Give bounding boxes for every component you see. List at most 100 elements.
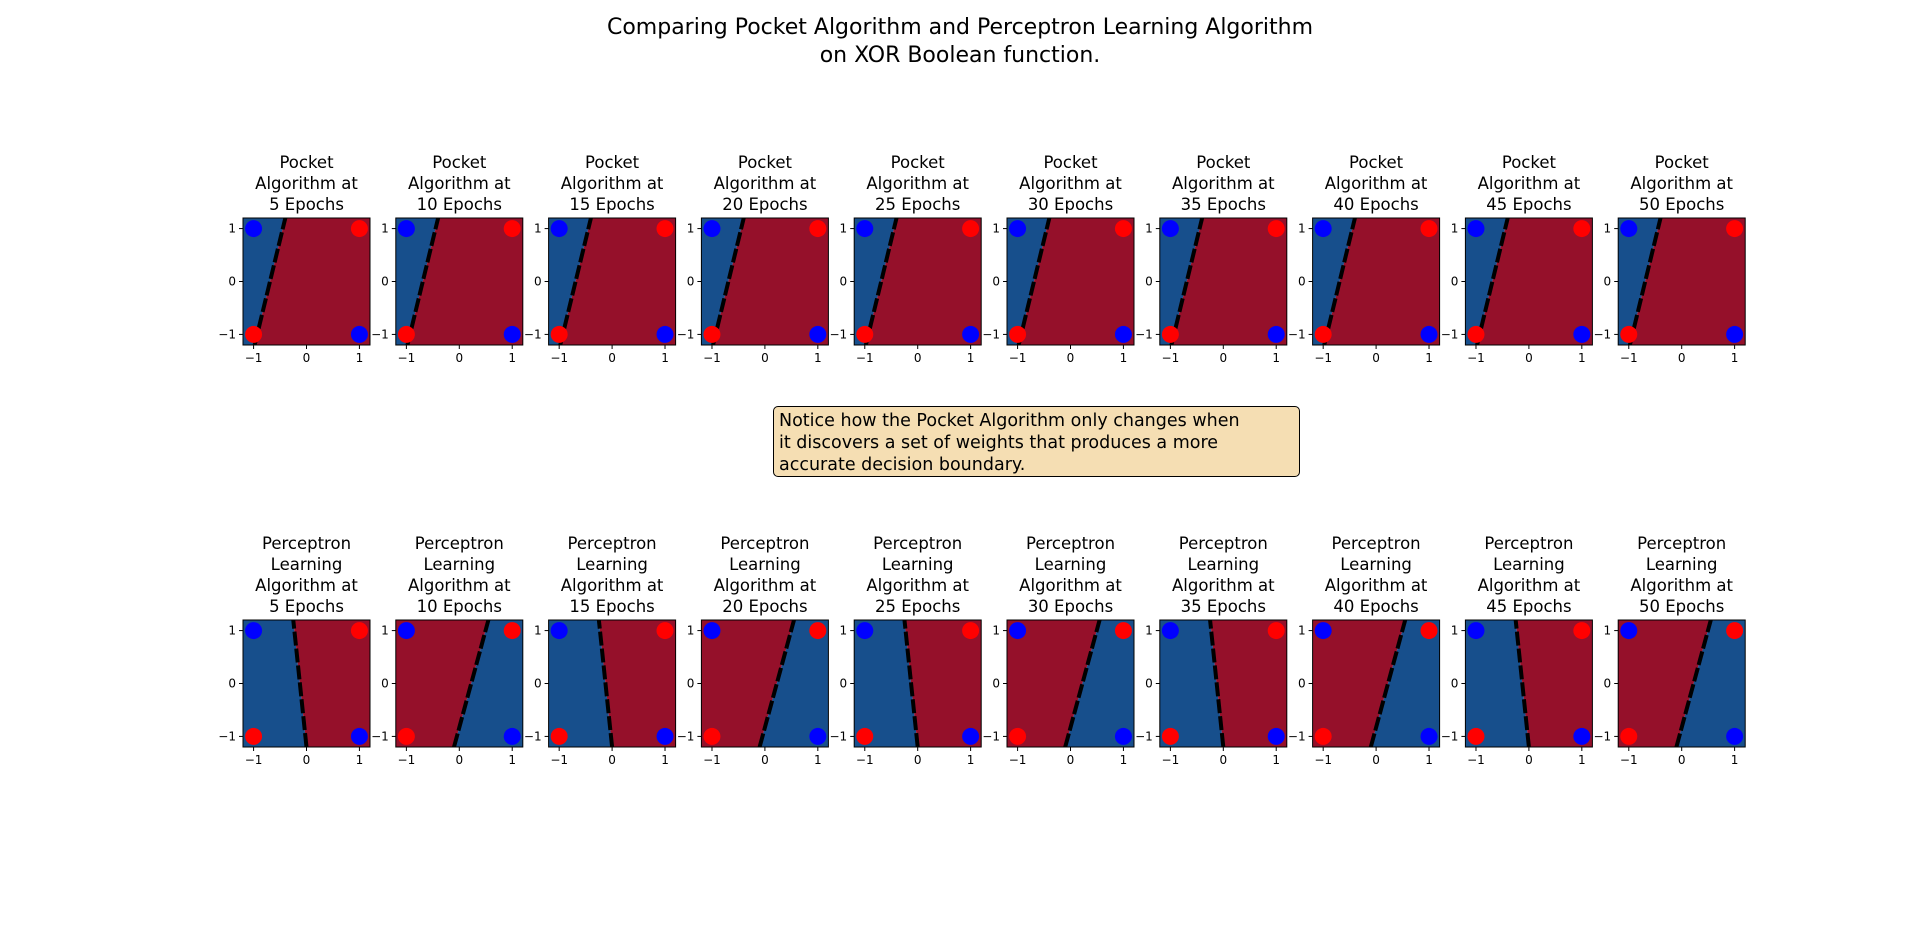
x-tick-label: 0 [1678, 753, 1686, 767]
y-tick-label: 1 [992, 624, 1000, 638]
subplot-title-line: Learning [882, 555, 954, 574]
x-tick-label: 1 [1731, 351, 1739, 365]
data-point-blue [856, 220, 874, 238]
figure-title-line-2: on XOR Boolean function. [819, 43, 1101, 68]
plot-area [1465, 218, 1593, 345]
subplot-title-line: Algorithm at [1478, 174, 1581, 193]
subplot-title-line: Algorithm at [866, 576, 969, 595]
x-tick-label: 0 [761, 351, 769, 365]
decision-boundary [1475, 218, 1510, 345]
subplot-title-line: Learning [423, 555, 495, 574]
plot-area [1007, 620, 1134, 747]
x-tick-label: 1 [1272, 753, 1280, 767]
x-tick-label: 0 [1678, 351, 1686, 365]
y-tick-label: 1 [1298, 624, 1306, 638]
x-tick-label: 1 [1425, 351, 1433, 365]
data-point-red [703, 727, 721, 745]
y-tick-label: −1 [829, 729, 847, 743]
y-tick-label: −1 [982, 729, 1000, 743]
y-tick-label: 0 [381, 677, 389, 691]
data-point-red [550, 727, 568, 745]
subplot-title-line: 45 Epochs [1486, 195, 1571, 214]
x-tick-label: 1 [1120, 753, 1128, 767]
subplot-title-line: Algorithm at [255, 174, 358, 193]
subplot-title-line: 45 Epochs [1486, 597, 1571, 616]
x-tick-label: −1 [1467, 753, 1485, 767]
x-tick-label: 1 [661, 753, 669, 767]
y-tick-label: 1 [992, 222, 1000, 236]
region-right [560, 218, 676, 345]
data-point-blue [1314, 622, 1332, 640]
data-point-blue [1114, 325, 1132, 343]
region-left [243, 218, 286, 345]
y-tick-label: 0 [228, 677, 236, 691]
plot-area [243, 218, 370, 345]
subplot-title-line: Algorithm at [561, 576, 664, 595]
subplot-title-line: 50 Epochs [1639, 597, 1724, 616]
subplot-title-line: Pocket [1043, 153, 1098, 172]
subplot-title-line: Pocket [1349, 153, 1404, 172]
region-left [854, 218, 897, 345]
y-tick-label: −1 [371, 327, 389, 341]
subplot-title-line: Learning [1340, 555, 1412, 574]
region-right [904, 620, 982, 747]
subplot-title-line: Perceptron [1332, 534, 1421, 553]
subplot-title-line: 20 Epochs [722, 597, 807, 616]
subplot-title-line: 30 Epochs [1028, 597, 1113, 616]
subplot-pocket-3: −1 0 1 −1 0 1 Pocket Algorithm at 15 Epochs [524, 153, 677, 365]
plot-area [701, 620, 829, 747]
y-tick-label: 0 [1298, 275, 1306, 289]
x-tick-label: −1 [1162, 351, 1180, 365]
data-point-red [397, 325, 415, 343]
subplot-perceptron-7: −1 0 1 −1 0 1 Perceptron Learning Algorithm at 35… [1135, 534, 1288, 767]
plot-area [1159, 620, 1287, 747]
y-tick-label: 0 [381, 275, 389, 289]
decision-boundary [757, 620, 796, 747]
region-left [548, 620, 613, 747]
subplot-title-line: Perceptron [1026, 534, 1115, 553]
region-left [1618, 620, 1711, 747]
subplot-title-line: 40 Epochs [1333, 195, 1418, 214]
subplot-title-line: Perceptron [262, 534, 351, 553]
y-tick-label: 1 [1451, 624, 1459, 638]
subplot-title-line: Learning [576, 555, 648, 574]
data-point-red [703, 325, 721, 343]
region-left [1465, 620, 1529, 747]
subplot-title-line: 20 Epochs [722, 195, 807, 214]
region-right [293, 620, 370, 747]
data-point-blue [1009, 622, 1027, 640]
data-point-red [1114, 622, 1132, 640]
data-point-blue [1726, 325, 1744, 343]
data-point-red [1161, 727, 1179, 745]
data-point-blue [503, 325, 521, 343]
y-tick-label: 1 [534, 624, 542, 638]
x-tick-label: −1 [1620, 351, 1638, 365]
region-left [1159, 620, 1224, 747]
decision-boundary [405, 218, 441, 345]
y-tick-label: 1 [381, 624, 389, 638]
region-left [701, 620, 795, 747]
data-point-blue [656, 727, 674, 745]
region-left [701, 218, 744, 345]
region-left [395, 218, 439, 345]
data-point-blue [962, 325, 980, 343]
data-point-blue [1420, 727, 1438, 745]
subplot-title-line: 25 Epochs [875, 597, 960, 616]
decision-boundary [1208, 620, 1226, 747]
data-point-blue [503, 727, 521, 745]
region-right [1370, 620, 1440, 747]
subplot-title-line: Algorithm at [1325, 576, 1428, 595]
subplot-perceptron-3: −1 0 1 −1 0 1 Perceptron Learning Algorithm at 15… [524, 534, 677, 767]
region-right [713, 218, 829, 345]
x-tick-label: 0 [1067, 753, 1075, 767]
data-point-red [1420, 220, 1438, 238]
decision-boundary [902, 620, 920, 747]
subplot-title-line: Algorithm at [255, 576, 358, 595]
data-point-red [350, 622, 368, 640]
y-tick-label: 1 [687, 624, 695, 638]
x-tick-label: 0 [1067, 351, 1075, 365]
y-tick-label: 1 [1604, 624, 1612, 638]
y-tick-label: 1 [228, 222, 236, 236]
data-point-red [1620, 727, 1638, 745]
x-tick-label: 1 [1578, 753, 1586, 767]
